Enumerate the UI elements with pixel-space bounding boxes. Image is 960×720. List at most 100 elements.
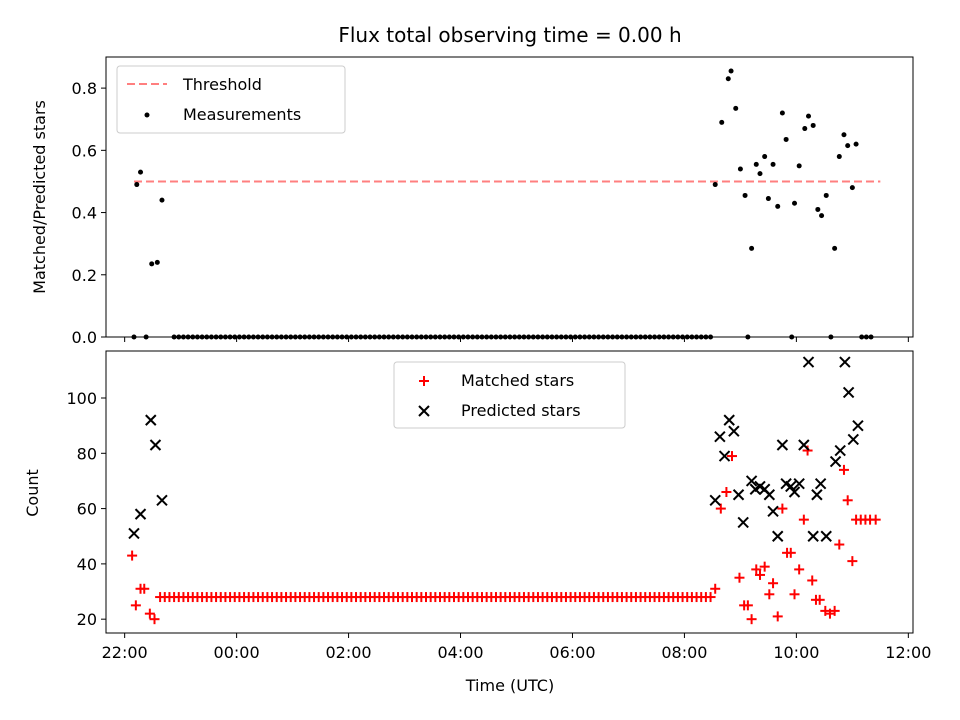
bottom-y-axis: 20 40 60 80 100	[66, 389, 106, 629]
top-x-axis-ticks	[124, 337, 909, 342]
predicted-star-marker	[852, 419, 864, 432]
measurement-point	[832, 245, 838, 251]
measurement-point	[753, 161, 759, 167]
top-plot-marks	[131, 68, 881, 340]
matched-star-marker	[789, 589, 800, 600]
legend-matched-label: Matched stars	[461, 371, 574, 390]
measurement-point	[779, 110, 785, 116]
x-tick-label: 10:00	[773, 643, 819, 662]
matched-star-marker	[746, 614, 757, 625]
measurement-point	[728, 68, 734, 74]
matched-star-marker	[705, 592, 716, 603]
matched-star-marker	[785, 547, 796, 558]
measurement-point	[845, 143, 851, 149]
measurement-point	[810, 122, 816, 128]
predicted-star-marker	[134, 508, 147, 520]
predicted-star-marker	[145, 414, 157, 426]
measurement-point	[159, 197, 165, 203]
matched-star-marker	[829, 605, 840, 616]
top-y-tick-label: 0.2	[72, 266, 97, 285]
measurement-point	[762, 154, 768, 160]
bottom-x-axis: 22:00 00:00 02:00 04:00 06:00 08:00 10:00 12:00	[102, 633, 931, 662]
predicted-star-marker	[811, 489, 823, 501]
measurement-point	[806, 113, 812, 119]
legend-measurements-swatch	[144, 112, 150, 118]
x-tick-label: 06:00	[549, 643, 595, 662]
predicted-star-marker	[776, 439, 789, 451]
top-y-tick-label: 0.0	[72, 328, 97, 347]
x-tick-label: 22:00	[102, 643, 148, 662]
measurement-point	[765, 196, 771, 202]
matched-star-marker	[751, 564, 762, 575]
predicted-star-marker	[763, 489, 776, 501]
bottom-legend: Matched stars Predicted stars	[393, 361, 626, 429]
bottom-y-axis-label: Count	[23, 469, 42, 517]
matched-star-marker	[814, 594, 825, 605]
matched-star-marker	[742, 600, 753, 611]
bottom-plot-frame	[105, 350, 914, 634]
matched-star-marker	[802, 445, 813, 456]
matched-star-marker	[127, 550, 138, 561]
predicted-star-marker	[820, 530, 832, 542]
matched-star-marker	[130, 600, 141, 611]
legend-predicted-label: Predicted stars	[461, 401, 581, 420]
matched-star-marker	[807, 575, 818, 586]
measurement-point	[819, 213, 825, 219]
matched-star-marker	[870, 514, 881, 525]
top-legend: Threshold Measurements	[116, 65, 346, 134]
matched-star-marker	[721, 487, 732, 497]
matched-star-marker	[764, 589, 775, 600]
measurement-point	[796, 163, 802, 169]
predicted-star-marker	[839, 356, 851, 368]
x-tick-label: 02:00	[326, 643, 372, 662]
matched-star-marker	[754, 569, 765, 580]
predicted-star-marker	[772, 530, 784, 542]
predicted-star-marker	[149, 439, 162, 451]
predicted-star-marker	[798, 439, 810, 451]
matched-star-marker	[768, 578, 779, 589]
measurement-point	[719, 119, 725, 125]
predicted-star-marker	[709, 494, 721, 507]
measurement-point	[757, 171, 763, 177]
predicted-star-marker	[834, 444, 846, 457]
top-y-tick-label: 0.4	[72, 204, 97, 223]
matched-star-marker	[759, 561, 770, 572]
top-y-tick-label: 0.8	[72, 79, 97, 98]
bottom-y-tick-label: 100	[66, 389, 97, 408]
measurement-point	[849, 185, 855, 191]
measurement-point	[836, 154, 842, 160]
matched-star-marker	[777, 503, 788, 514]
matched-star-marker	[847, 556, 858, 567]
measurement-point	[823, 192, 829, 198]
predicted-star-marker	[723, 414, 735, 426]
matched-star-marker	[734, 572, 745, 583]
top-y-tick-label: 0.6	[72, 141, 97, 160]
matched-star-marker	[838, 464, 849, 475]
predicted-star-marker	[714, 430, 726, 443]
top-plot-frame	[105, 56, 914, 338]
top-y-axis: 0.0 0.2 0.4 0.6 0.8	[72, 79, 106, 347]
predicted-star-marker	[829, 455, 842, 468]
matched-star-marker	[834, 539, 845, 550]
matched-star-marker	[798, 514, 809, 525]
predicted-star-marker	[802, 356, 815, 368]
matched-star-marker	[794, 564, 805, 575]
measurement-point	[737, 166, 743, 172]
measurement-point	[154, 259, 160, 265]
legend-measurements-label: Measurements	[183, 105, 301, 124]
predicted-star-marker	[745, 475, 758, 487]
x-tick-label: 12:00	[885, 643, 931, 662]
predicted-star-marker	[785, 480, 797, 493]
chart-title: Flux total observing time = 0.00 h	[338, 23, 681, 47]
measurement-point	[725, 76, 731, 82]
matched-star-marker	[727, 451, 738, 462]
bottom-y-tick-label: 80	[77, 444, 97, 463]
predicted-star-marker	[842, 386, 855, 399]
measurement-point	[841, 132, 847, 138]
measurement-point	[792, 200, 798, 206]
measurement-point	[733, 105, 739, 111]
predicted-star-marker	[767, 505, 779, 518]
matched-star-marker	[149, 614, 160, 625]
matched-star-marker	[139, 583, 150, 594]
measurement-point	[770, 161, 776, 167]
